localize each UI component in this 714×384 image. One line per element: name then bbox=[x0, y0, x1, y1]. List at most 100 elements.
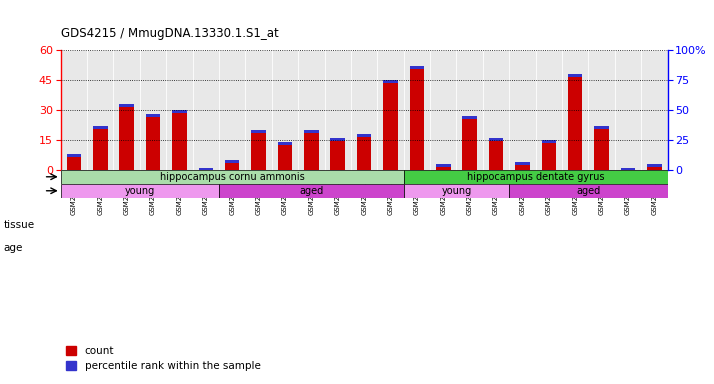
Bar bbox=[588, 184, 615, 198]
Bar bbox=[304, 130, 318, 133]
Bar bbox=[298, 50, 325, 170]
Bar bbox=[594, 126, 609, 170]
Bar bbox=[119, 104, 134, 108]
Bar bbox=[641, 50, 668, 170]
Bar bbox=[114, 50, 140, 170]
Bar bbox=[357, 134, 371, 137]
Text: young: young bbox=[441, 186, 472, 196]
Bar bbox=[166, 50, 193, 170]
Text: aged: aged bbox=[576, 186, 600, 196]
Bar bbox=[87, 50, 114, 170]
Bar bbox=[377, 170, 403, 184]
Bar bbox=[93, 126, 108, 170]
Bar bbox=[430, 50, 456, 170]
Text: hippocampus cornu ammonis: hippocampus cornu ammonis bbox=[160, 172, 305, 182]
Bar bbox=[193, 170, 219, 184]
Legend: count, percentile rank within the sample: count, percentile rank within the sample bbox=[66, 346, 261, 371]
Bar bbox=[456, 184, 483, 198]
Bar bbox=[219, 170, 246, 184]
Bar bbox=[483, 50, 509, 170]
Bar bbox=[562, 50, 588, 170]
Bar bbox=[66, 154, 81, 170]
Bar bbox=[456, 50, 483, 170]
Bar bbox=[536, 184, 562, 198]
Bar bbox=[463, 116, 477, 119]
Bar bbox=[620, 168, 635, 171]
Bar bbox=[61, 50, 87, 170]
Bar bbox=[325, 50, 351, 170]
Bar bbox=[61, 170, 403, 184]
Bar bbox=[463, 116, 477, 170]
Bar bbox=[114, 184, 140, 198]
Bar bbox=[430, 184, 456, 198]
Bar bbox=[351, 170, 377, 184]
Bar bbox=[172, 110, 186, 113]
Bar bbox=[219, 184, 403, 198]
Bar bbox=[489, 138, 503, 170]
Bar bbox=[172, 110, 186, 170]
Bar bbox=[351, 184, 377, 198]
Bar bbox=[331, 138, 345, 170]
Bar bbox=[140, 170, 166, 184]
Bar bbox=[146, 114, 161, 170]
Bar bbox=[410, 66, 424, 170]
Text: young: young bbox=[125, 186, 155, 196]
Bar bbox=[272, 184, 298, 198]
Bar bbox=[87, 184, 114, 198]
Bar bbox=[278, 142, 292, 146]
Bar bbox=[304, 130, 318, 170]
Bar bbox=[251, 130, 266, 133]
Bar bbox=[509, 50, 536, 170]
Text: aged: aged bbox=[299, 186, 323, 196]
Bar bbox=[516, 162, 530, 166]
Bar bbox=[509, 184, 668, 198]
Bar bbox=[278, 142, 292, 170]
Bar bbox=[357, 134, 371, 170]
Text: tissue: tissue bbox=[4, 220, 35, 230]
Bar bbox=[140, 184, 166, 198]
Bar bbox=[594, 126, 609, 129]
Bar bbox=[588, 170, 615, 184]
Bar bbox=[66, 154, 81, 157]
Bar bbox=[403, 184, 430, 198]
Bar bbox=[166, 184, 193, 198]
Bar bbox=[483, 184, 509, 198]
Bar bbox=[568, 74, 583, 78]
Bar bbox=[246, 50, 272, 170]
Bar bbox=[647, 164, 662, 170]
Bar bbox=[331, 138, 345, 141]
Bar bbox=[225, 160, 239, 164]
Bar bbox=[225, 160, 239, 170]
Bar bbox=[542, 140, 556, 170]
Bar bbox=[377, 184, 403, 198]
Bar bbox=[251, 130, 266, 170]
Bar bbox=[430, 170, 456, 184]
Bar bbox=[536, 50, 562, 170]
Bar bbox=[219, 50, 246, 170]
Bar bbox=[61, 170, 87, 184]
Bar bbox=[198, 168, 213, 171]
Bar bbox=[87, 170, 114, 184]
Bar bbox=[615, 184, 641, 198]
Bar bbox=[403, 170, 430, 184]
Bar bbox=[641, 170, 668, 184]
Bar bbox=[325, 184, 351, 198]
Bar bbox=[298, 184, 325, 198]
Bar bbox=[146, 114, 161, 118]
Bar bbox=[483, 170, 509, 184]
Bar bbox=[193, 184, 219, 198]
Bar bbox=[383, 80, 398, 83]
Bar bbox=[383, 80, 398, 170]
Bar bbox=[61, 184, 219, 198]
Bar bbox=[562, 184, 588, 198]
Bar bbox=[542, 140, 556, 143]
Bar bbox=[246, 170, 272, 184]
Bar bbox=[298, 170, 325, 184]
Bar bbox=[615, 50, 641, 170]
Bar bbox=[246, 184, 272, 198]
Bar bbox=[140, 50, 166, 170]
Bar bbox=[193, 50, 219, 170]
Bar bbox=[536, 170, 562, 184]
Bar bbox=[198, 168, 213, 170]
Bar bbox=[489, 138, 503, 141]
